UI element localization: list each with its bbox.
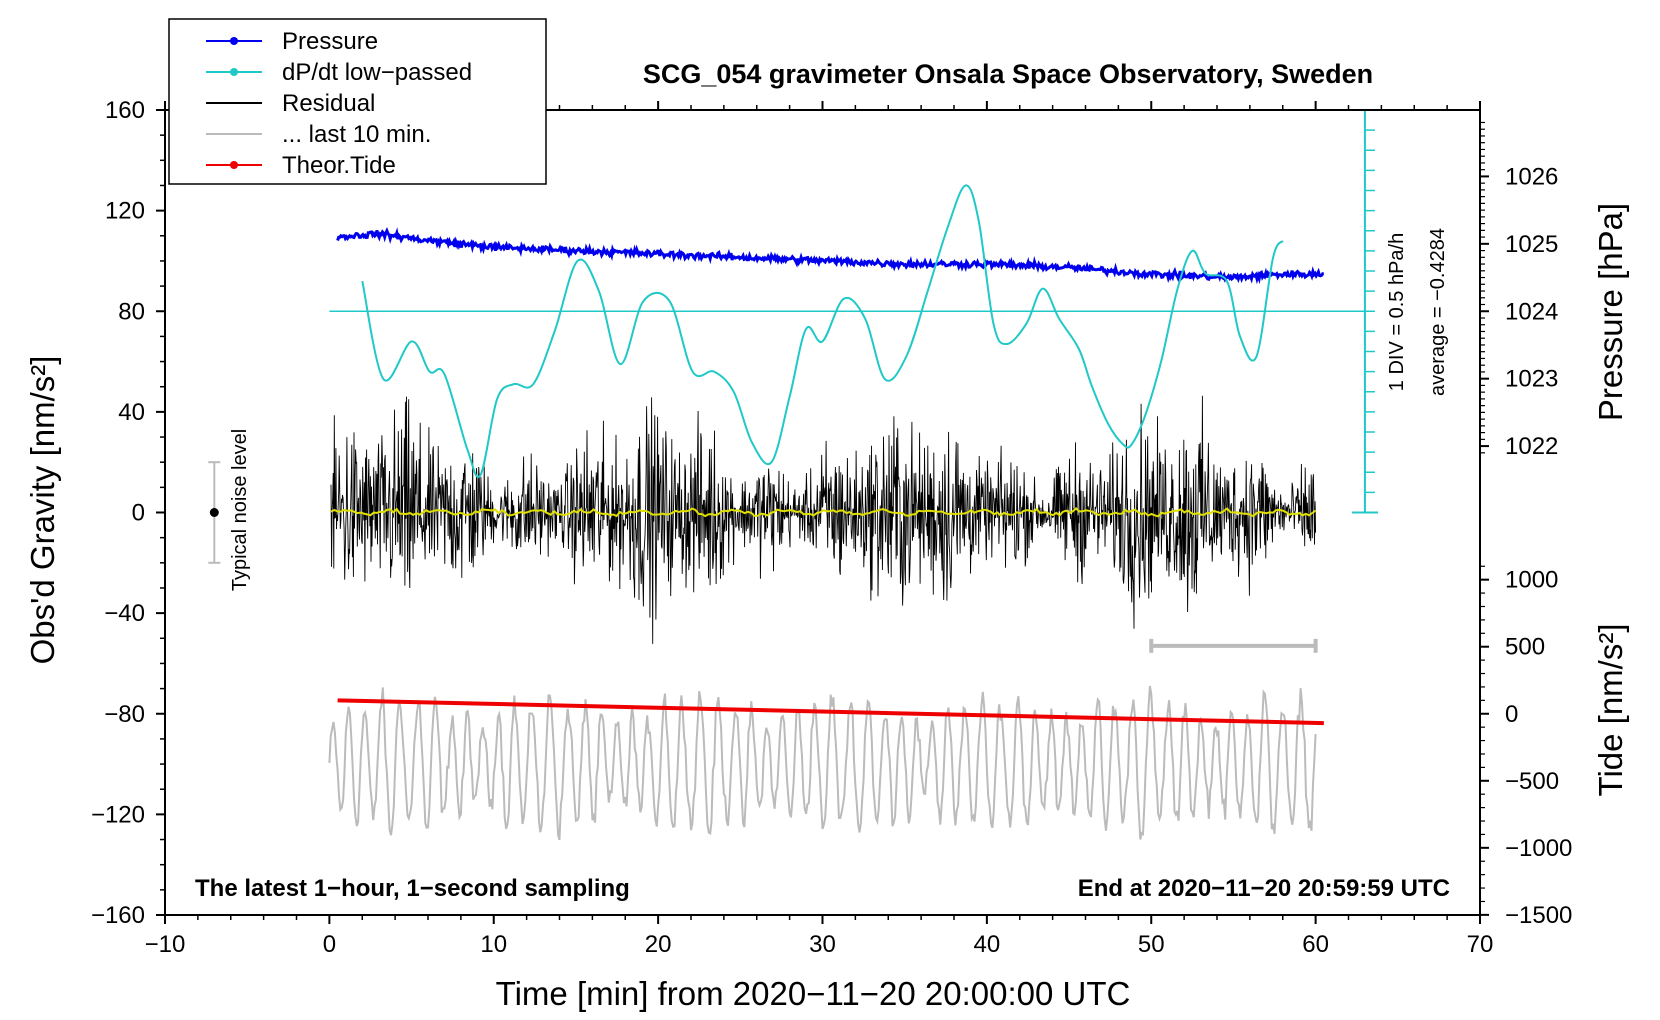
legend-swatch-marker xyxy=(230,161,238,169)
x-tick-label: 30 xyxy=(809,931,836,958)
y-tick-label: 160 xyxy=(105,97,145,124)
pressure-tick-label: 1024 xyxy=(1505,298,1558,325)
pressure-tick-label: 1023 xyxy=(1505,366,1558,393)
noise-level-label: Typical noise level xyxy=(229,429,251,591)
legend-box xyxy=(168,18,547,185)
legend-label: ... last 10 min. xyxy=(282,121,431,148)
dpdt-trace xyxy=(361,184,1284,478)
x-tick-label: 40 xyxy=(974,931,1001,958)
tide-tick-label: 0 xyxy=(1505,701,1518,728)
annotation-bottom-left: The latest 1−hour, 1−second sampling xyxy=(195,875,630,902)
y-tick-label: 0 xyxy=(132,500,145,527)
x-tick-label: 70 xyxy=(1467,931,1494,958)
axes-layer: −10 0 10 20 30 40 50 60 70 160 120 80 40 0 −40 −80 −120 −… xyxy=(91,97,1572,958)
legend-swatch-marker xyxy=(230,68,238,76)
dpdt-div-label: 1 DIV = 0.5 hPa/h xyxy=(1386,233,1408,391)
residual-trace xyxy=(330,395,1317,644)
dpdt-average-label: average = −0.4284 xyxy=(1427,228,1449,396)
pressure-tick-label: 1022 xyxy=(1505,433,1558,460)
y-tick-label: −160 xyxy=(91,902,145,929)
y-tick-label: 120 xyxy=(105,198,145,225)
noise-bar-center xyxy=(209,508,219,517)
pressure-trace xyxy=(336,226,1324,285)
legend-label: Residual xyxy=(282,90,375,117)
x-tick-label: 50 xyxy=(1138,931,1165,958)
tide-tick-label: 500 xyxy=(1505,634,1545,661)
y-tick-label: −120 xyxy=(91,801,145,828)
y-tick-label: −40 xyxy=(104,600,145,627)
tide-tick-label: −500 xyxy=(1505,768,1559,795)
x-tick-label: 60 xyxy=(1302,931,1329,958)
x-tick-label: 10 xyxy=(480,931,507,958)
tide-tick-label: 1000 xyxy=(1505,567,1558,594)
x-tick-label: 0 xyxy=(323,931,336,958)
chart-title: SCG_054 gravimeter Onsala Space Observat… xyxy=(643,59,1373,89)
y-axis-label-tide: Tide [nm/s²] xyxy=(1592,624,1629,797)
pressure-tick-label: 1026 xyxy=(1505,163,1558,190)
x-tick-label: 20 xyxy=(645,931,672,958)
y-tick-label: 80 xyxy=(118,298,145,325)
trace-layer xyxy=(208,109,1378,841)
tide-tick-label: −1000 xyxy=(1505,835,1572,862)
legend-swatch-marker xyxy=(230,37,238,45)
legend: Pressure dP/dt low−passed Residual ... last… xyxy=(168,18,547,185)
tide-trace xyxy=(337,698,1324,726)
x-tick-label: −10 xyxy=(145,931,186,958)
annotation-bottom-right: End at 2020−11−20 20:59:59 UTC xyxy=(1078,875,1450,902)
y-axis-label-pressure: Pressure [hPa] xyxy=(1592,203,1629,421)
y-tick-label: 40 xyxy=(118,399,145,426)
legend-label: Pressure xyxy=(282,28,378,55)
legend-label: Theor.Tide xyxy=(282,152,396,179)
y-axis-label-left: Obs'd Gravity [nm/s²] xyxy=(24,356,61,665)
residual-smoothed-trace xyxy=(330,507,1317,518)
last-10-min-trace xyxy=(328,685,1317,841)
y-tick-label: −80 xyxy=(104,701,145,728)
legend-label: dP/dt low−passed xyxy=(282,59,472,86)
tide-tick-label: −1500 xyxy=(1505,902,1572,929)
x-axis-label: Time [min] from 2020−11−20 20:00:00 UTC xyxy=(496,975,1131,1012)
pressure-tick-label: 1025 xyxy=(1505,231,1558,258)
